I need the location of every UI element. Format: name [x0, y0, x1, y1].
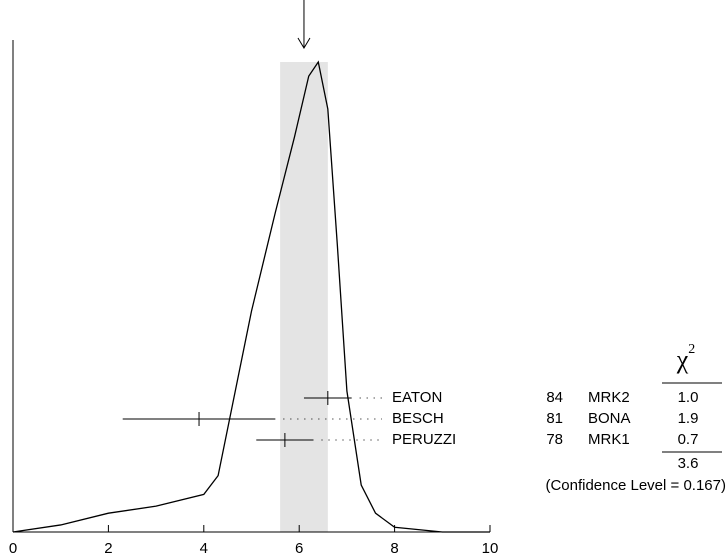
year: 81: [546, 410, 563, 427]
technique: MRK2: [588, 389, 630, 406]
chi2-symbol: χ: [676, 345, 689, 374]
x-tick-label: 2: [104, 540, 112, 557]
experiment-name: PERUZZI: [392, 431, 456, 448]
confidence-band: [280, 62, 328, 532]
chi2-total: 3.6: [678, 455, 699, 472]
ideogram-curve: [12, 60, 490, 533]
year: 84: [546, 389, 563, 406]
x-tick-label: 10: [482, 540, 499, 557]
x-tick-label: 8: [390, 540, 398, 557]
chi2-header: χ2: [676, 342, 696, 374]
chi2-value: 1.9: [678, 410, 699, 427]
arrow-head: [297, 37, 311, 49]
confidence-level: (Confidence Level = 0.167): [545, 477, 726, 494]
chi2-exponent: 2: [688, 342, 695, 357]
experiment-name: EATON: [392, 389, 442, 406]
technique: MRK1: [588, 431, 630, 448]
chi2-value: 1.0: [678, 389, 699, 406]
year: 78: [546, 431, 563, 448]
x-tick-label: 4: [200, 540, 208, 557]
x-tick-label: 6: [295, 540, 303, 557]
experiment-name: BESCH: [392, 410, 444, 427]
technique: BONA: [588, 410, 631, 427]
chi2-value: 0.7: [678, 431, 699, 448]
x-tick-label: 0: [9, 540, 17, 557]
